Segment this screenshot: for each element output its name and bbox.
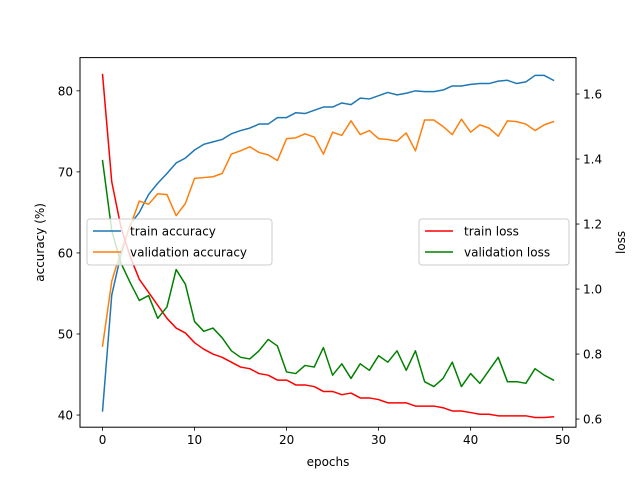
y-left-tick-label-70: 70: [58, 165, 73, 179]
legend-label-validation-loss: validation loss: [464, 246, 550, 260]
plot-area: [101, 73, 555, 419]
y-axis-left: 40 50 60 70 80: [58, 84, 80, 423]
y-left-tick-label-80: 80: [58, 84, 73, 98]
y-left-tick-label-60: 60: [58, 246, 73, 260]
y-right-tick-label-0-8: 0.8: [583, 348, 602, 362]
y-left-tick-label-50: 50: [58, 327, 73, 341]
legend-accuracy-box: [86, 218, 273, 266]
y-left-tick-label-40: 40: [58, 409, 73, 423]
x-tick-label-20: 20: [279, 433, 294, 447]
legend-loss-box: [418, 218, 570, 266]
series-line-train-loss: [101, 73, 555, 419]
y-right-tick-label-0-6: 0.6: [583, 413, 602, 427]
legend-accuracy: train accuracy validation accuracy: [86, 218, 273, 266]
legend-label-train-accuracy: train accuracy: [130, 225, 216, 239]
x-tick-label-0: 0: [99, 433, 107, 447]
x-tick-label-30: 30: [371, 433, 386, 447]
plot-frame: [79, 57, 577, 428]
x-axis-title: epochs: [307, 455, 350, 469]
x-tick-label-10: 10: [187, 433, 202, 447]
y-right-tick-label-1-4: 1.4: [583, 153, 602, 167]
series-line-validation-accuracy: [101, 118, 555, 347]
series-line-train-accuracy: [101, 74, 555, 412]
y-right-tick-label-1-2: 1.2: [583, 218, 602, 232]
y-right-tick-label-1-6: 1.6: [583, 88, 602, 102]
legend-label-train-loss: train loss: [464, 225, 519, 239]
series-line-validation-loss: [101, 159, 555, 388]
y-axis-right-title: loss: [614, 231, 628, 254]
legend-loss: train loss validation loss: [418, 218, 570, 266]
y-axis-left-title: accuracy (%): [33, 203, 47, 282]
x-tick-label-40: 40: [463, 433, 478, 447]
x-tick-label-50: 50: [555, 433, 570, 447]
y-right-tick-label-1-0: 1.0: [583, 283, 602, 297]
legend-label-validation-accuracy: validation accuracy: [130, 246, 247, 260]
x-axis: 0 10 20 30 40 50: [99, 427, 570, 447]
y-axis-right: 0.6 0.8 1.0 1.2 1.4 1.6: [576, 88, 602, 427]
